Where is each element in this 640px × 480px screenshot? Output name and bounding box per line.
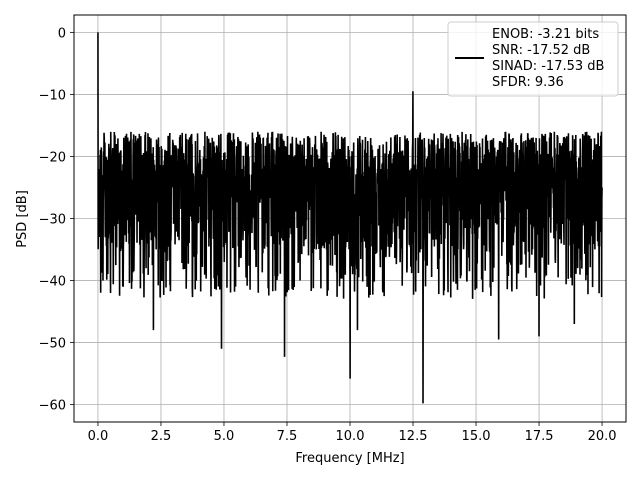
x-tick-label: 10.0	[336, 429, 365, 444]
y-tick-label: 0	[58, 26, 66, 41]
legend: ENOB: -3.21 bits SNR: -17.52 dB SINAD: -…	[447, 21, 619, 97]
legend-box	[447, 21, 619, 97]
y-tick-label: −10	[39, 88, 66, 103]
x-tick-label: 12.5	[399, 429, 428, 444]
y-axis-ticks: 0 −10 −20 −30 −40 −50 −60	[39, 26, 74, 414]
y-tick-label: −40	[39, 275, 66, 290]
x-axis-ticks: 0.0 2.5 5.0 7.5 10.0 12.5 15.0 17.5 20.0	[88, 422, 617, 444]
x-tick-label: 15.0	[462, 429, 491, 444]
x-tick-label: 7.5	[277, 429, 298, 444]
legend-text-sfdr: SFDR: 9.36	[492, 75, 564, 90]
x-tick-label: 5.0	[214, 429, 235, 444]
series-line	[97, 32, 603, 404]
legend-text-snr: SNR: -17.52 dB	[492, 43, 590, 58]
y-tick-label: −30	[39, 213, 66, 228]
x-axis-label: Frequency [MHz]	[295, 451, 404, 466]
psd-trace	[97, 32, 603, 404]
y-tick-label: −60	[39, 399, 66, 414]
x-tick-label: 0.0	[88, 429, 109, 444]
legend-text-sinad: SINAD: -17.53 dB	[492, 59, 604, 74]
legend-text-enob: ENOB: -3.21 bits	[492, 27, 599, 42]
x-tick-label: 20.0	[588, 429, 617, 444]
x-tick-label: 2.5	[151, 429, 172, 444]
y-tick-label: −20	[39, 150, 66, 165]
y-tick-label: −50	[39, 337, 66, 352]
x-tick-label: 17.5	[525, 429, 554, 444]
y-axis-label: PSD [dB]	[15, 190, 30, 248]
